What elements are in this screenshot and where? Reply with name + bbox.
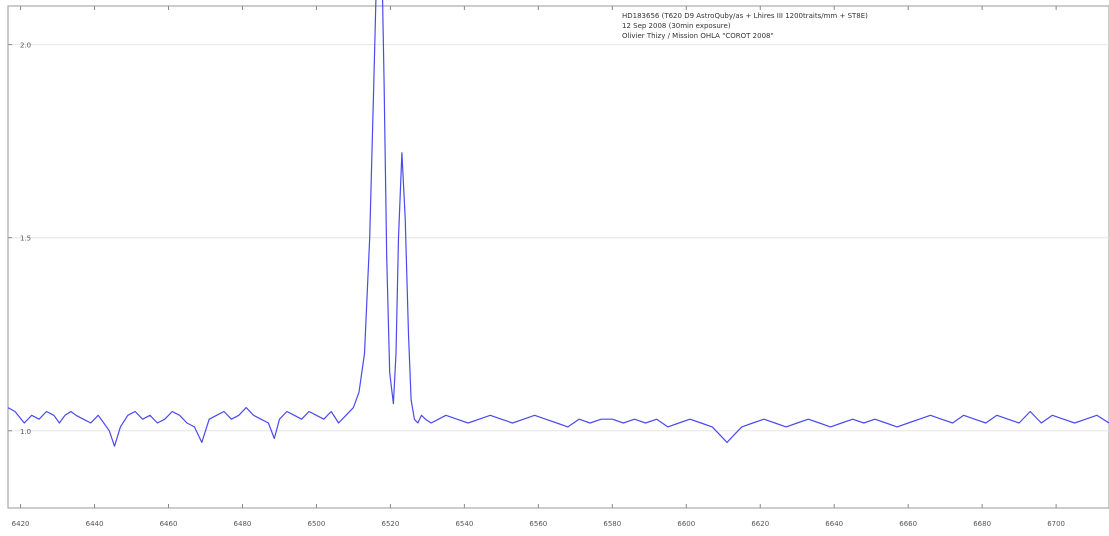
x-tick-label: 6520	[381, 520, 399, 528]
x-axis: 6420 6440 6460 6480 6500 6520 6540 6560 6580 6600…	[12, 6, 1065, 528]
annotation-line-2: 12 Sep 2008 (30min exposure)	[622, 22, 731, 30]
series-group	[7, 0, 1109, 447]
y-tick-label: 1.5	[20, 235, 31, 243]
x-tick-label: 6640	[825, 520, 843, 528]
annotation-block: HD183656 (T620 D9 AstroQuby/as + Lhires …	[622, 12, 868, 40]
x-tick-label: 6680	[973, 520, 991, 528]
x-tick-label: 6440	[86, 520, 104, 528]
y-axis: 1.0 1.5 2.0	[8, 42, 31, 436]
x-tick-label: 6560	[529, 520, 547, 528]
x-tick-label: 6480	[234, 520, 252, 528]
spectrum-line	[7, 0, 1109, 447]
annotation-line-3: Olivier Thizy / Mission OHLA "COROT 2008…	[622, 32, 774, 40]
x-tick-label: 6600	[677, 520, 695, 528]
y-tick-label: 1.0	[20, 428, 31, 436]
x-tick-label: 6420	[12, 520, 30, 528]
x-tick-label: 6460	[160, 520, 178, 528]
annotation-line-1: HD183656 (T620 D9 AstroQuby/as + Lhires …	[622, 12, 868, 20]
x-tick-label: 6660	[899, 520, 917, 528]
grid-lines	[8, 44, 1109, 432]
x-tick-label: 6500	[308, 520, 326, 528]
x-tick-label: 6620	[751, 520, 769, 528]
plot-frame	[7, 5, 1109, 509]
x-tick-label: 6540	[455, 520, 473, 528]
y-tick-label: 2.0	[20, 42, 31, 50]
x-tick-label: 6700	[1047, 520, 1065, 528]
x-tick-label: 6580	[603, 520, 621, 528]
